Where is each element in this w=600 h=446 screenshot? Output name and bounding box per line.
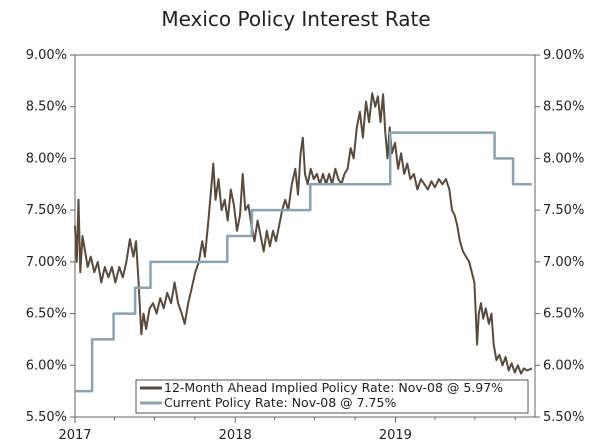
plot-frame: [74, 54, 536, 418]
y-tick-right-label: 8.00%: [543, 151, 584, 166]
series-line-implied-rate: [74, 92, 533, 375]
y-tick-left-label: 6.00%: [26, 358, 67, 373]
x-tick-label: 2019: [379, 428, 412, 443]
y-tick-left-label: 6.50%: [26, 307, 67, 322]
y-tick-left-label: 8.50%: [26, 100, 67, 115]
legend: 12-Month Ahead Implied Policy Rate: Nov-…: [135, 379, 529, 414]
series-layer: [74, 92, 533, 393]
legend-label-current-rate: Current Policy Rate: Nov-08 @ 7.75%: [164, 395, 396, 410]
y-tick-right-label: 8.50%: [543, 100, 584, 115]
y-tick-right-label: 6.00%: [543, 358, 584, 373]
x-tick-label: 2017: [58, 428, 91, 443]
chart-title: Mexico Policy Interest Rate: [161, 7, 430, 31]
legend-label-implied-rate: 12-Month Ahead Implied Policy Rate: Nov-…: [164, 380, 503, 395]
y-tick-right-label: 6.50%: [543, 307, 584, 322]
y-axis-left: 9.00% 8.50% 8.00% 7.50% 7.00% 6.50% 6.00% 5.50%: [26, 48, 75, 425]
y-tick-right-label: 7.50%: [543, 203, 584, 218]
y-tick-left-label: 9.00%: [26, 48, 67, 63]
y-tick-left-label: 5.50%: [26, 410, 67, 425]
x-tick-label: 2018: [219, 428, 252, 443]
x-axis: 2017 2018 2019: [58, 417, 516, 443]
y-tick-right-label: 7.00%: [543, 255, 584, 270]
series-line-current-rate: [75, 131, 532, 393]
y-tick-left-label: 7.00%: [26, 255, 67, 270]
y-tick-right-label: 9.00%: [543, 48, 584, 63]
y-tick-left-label: 8.00%: [26, 151, 67, 166]
y-tick-left-label: 7.50%: [26, 203, 67, 218]
y-tick-right-label: 5.50%: [543, 410, 584, 425]
legend-box: [135, 379, 529, 414]
y-axis-right: 9.00% 8.50% 8.00% 7.50% 7.00% 6.50% 6.00% 5.50%: [535, 48, 584, 425]
